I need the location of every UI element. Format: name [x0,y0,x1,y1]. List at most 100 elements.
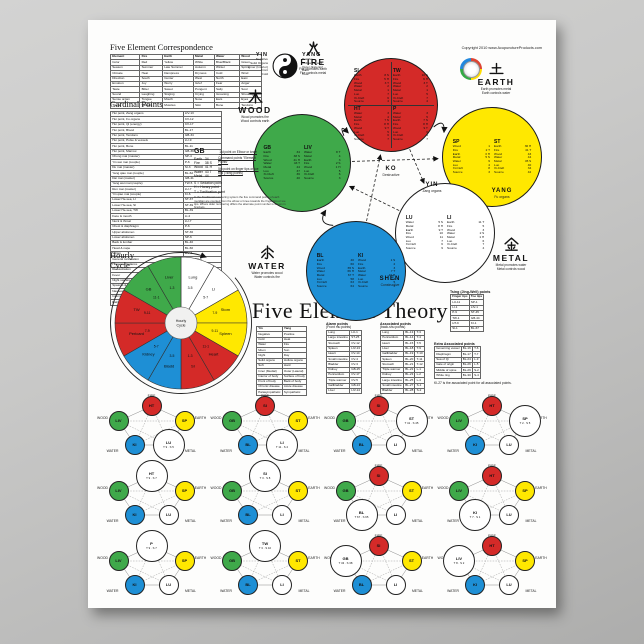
mini-focus-abbr: TW [261,541,269,547]
table-cell: BL-67 [468,325,485,332]
mini-organ-abbr: HT [148,402,155,408]
mini-focus-points: T 9 · S 7 [146,545,157,550]
list-item: Heat [302,72,309,77]
point-name: Metal [263,165,272,169]
point-row: Luo 4 [358,277,395,282]
point-number: 4 [387,99,389,104]
point-number: 3 T [384,80,389,85]
point-number: 3 [338,176,341,181]
point-number: 1 [488,144,490,149]
organ-label: HT [354,106,361,112]
mini-circle-water: KI [465,435,485,455]
mini-organ-abbr: LI [393,441,398,447]
point-row: Source 3 [453,170,490,175]
point-row: Metal 5 [393,114,428,120]
organ-label: BL [316,253,324,260]
numbering-fine-print: In the Traditional numbering system the … [194,195,286,210]
point-number: 3 [488,170,490,175]
point-number: 8 T [336,150,341,155]
metal-hanzi-icon [503,237,519,251]
point-row: Metal 4 [304,154,340,159]
segment-hours-label: 9-11 [144,311,151,315]
point-name: Xi-Cleft [393,133,404,138]
point-name: Source [494,170,504,175]
metal-circle: LU Water 5 S Metal 8 H Earth 9 T Fire 10 Wood 11 Lu… [395,183,495,283]
point-name: Earth [393,73,401,78]
point-name: Water [494,155,503,160]
point-number: 36 H [524,144,532,149]
mini-organ-abbr: BL [245,581,251,587]
mini-diagram-LI: FIRESIEARTHSTMETALLIT 11 · S 2WATERBLWOO… [209,393,321,461]
mini-circle-earth: SP [174,481,195,501]
mini-organ-abbr: GB [342,417,349,423]
alarm-heading: Alarm points [326,322,348,326]
point-name: Earth [393,118,401,123]
correspondence-table: Element Fire Earth Metal Water Wood Color Red Ye… [109,53,262,109]
point-name: Water [358,273,367,277]
point-row: Wood 65 S [317,266,354,271]
mini-outer-label-metal: METAL [411,519,424,523]
organ-block-LI: LI Earth 11 T Fire 5 Wood 3 Water 2 S Metal 1 H Luo… [447,215,484,251]
table-cell: S-2 [414,387,425,395]
mini-focus-abbr: LIV [455,556,463,562]
mini-organ-abbr: SP [181,417,188,423]
point-name: Water [405,220,414,225]
point-row: Fire 2 [358,262,395,267]
point-number: 5 S [485,155,490,160]
point-name: Water [393,111,402,115]
point-name: Fire [263,153,269,158]
organ-block-LU: LU Water 5 S Metal 8 H Earth 9 T Fire 10 Wood 11 Lu… [406,215,443,251]
point-row: Water 5 S [405,220,443,225]
tsing-note: 5th point on finger tips or toe tips (Ts… [218,166,259,175]
point-name: Water [452,159,461,163]
wheel-center-label1: Hourly [176,319,187,323]
mini-circle-earth: SP [174,551,195,571]
point-row: Xi-Cleft 6 [406,243,443,247]
point-row: Earth 3 [304,158,340,163]
point-number: 1 S [390,258,396,263]
mini-outer-label-earth: EARTH [194,556,207,560]
point-row: Luo 5 [393,92,428,97]
point-row: Wood 3 [447,228,484,233]
organ-block-ST: ST Earth 36 H Fire 41 T Wood 43 Water 44 Metal 45 … [494,139,531,175]
point-row: Source 4 [447,246,484,251]
mini-organ-abbr: LI [280,581,284,587]
fire-circle-divider-h [347,105,435,106]
yin-yang-icon [272,53,298,79]
point-number: 44 [296,165,300,169]
segment-hours-label: 5-7 [154,345,159,349]
mini-outer-label-earth: EARTH [308,486,320,490]
point-number: 2 [426,84,428,89]
point-number: 41 T [525,147,532,152]
mini-outer-label-water: WATER [333,449,346,453]
yin-mid-text: YIN [425,182,439,188]
extra-associated-table: Governing vessel BL-16 T-6 Diaphragm BL-17 T-… [434,345,534,379]
mini-focus-points: T 8 · S 2 [453,560,465,565]
point-row: Luo 37 [264,169,300,174]
mini-circle-water: BL [351,435,372,455]
tsing-heading: Tsing (Jing-Well) points [450,290,491,294]
table-row: Water 43 T [194,170,214,174]
point-name: Metal [393,114,401,119]
point-row: Metal 7 T [358,270,395,274]
point-name: Luo [393,129,399,134]
point-name: Earth [263,150,271,155]
segment-hours-label: 11-1 [202,345,209,349]
mini-organ-abbr: SI [376,542,381,548]
table: Earth 34 Fire 38 S Wood 41 H Water 43 T Metal 44 [194,157,214,178]
segment-hours-label: 7-9 [145,329,150,333]
mini-circle-metal: LU [158,575,179,595]
point-row: Xi-Cleft 34 [494,167,531,171]
point-name: Luo [316,276,322,281]
mini-organ-abbr: SI [376,402,381,408]
point-row: Wood 9 T [393,125,428,131]
table-cell: Bone [213,102,241,109]
point-number: 4 [488,162,490,167]
table-cell: Metal [194,173,203,178]
point-name: Wood [393,125,402,130]
table-cell: Wood [194,165,203,170]
mini-outer-label-earth: EARTH [308,556,320,560]
point-number: 64 [350,284,354,289]
gb-example-label: GB [194,148,205,155]
mini-outer-label-metal: METAL [184,449,197,453]
